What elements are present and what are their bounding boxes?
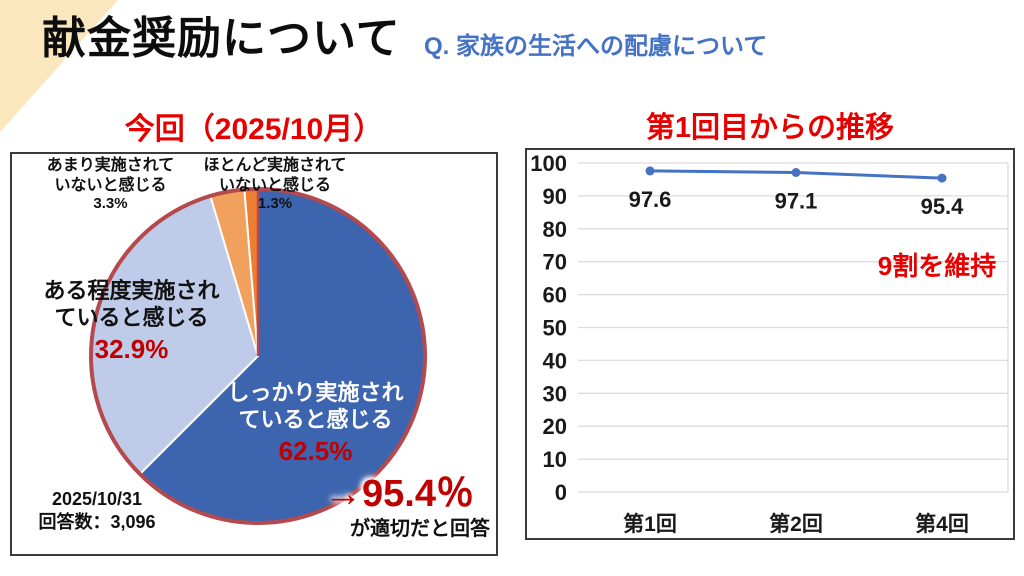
x-category-label: 第1回	[623, 512, 677, 536]
line-chart-panel: 0 10 20 30 40 50 60 70 80 90 100 97.6 第1回 97.1 第2回 95.4…	[525, 148, 1015, 540]
pie-chart-title: 今回（2025/10月）	[124, 113, 384, 146]
y-tick-label: 60	[543, 283, 567, 308]
pie-footnote: 2025/10/31 回答数：3,096	[18, 488, 176, 535]
data-point	[645, 166, 655, 176]
pie-callout-value: →95.4％	[324, 473, 474, 515]
pie-label-hotondo: ほとんど実施されて いないと感じる 1.3%	[180, 156, 370, 213]
y-tick-label: 20	[543, 414, 567, 439]
y-tick-label: 80	[543, 217, 567, 242]
pie-chart-panel: あまり実施されて いないと感じる 3.3% ほとんど実施されて いないと感じる …	[10, 152, 498, 556]
y-tick-label: 90	[543, 184, 567, 209]
data-point	[937, 173, 947, 183]
pie-chart	[89, 187, 427, 525]
pie-label-aruteido-pct: 32.9%	[94, 333, 169, 364]
x-category-label: 第4回	[915, 512, 969, 536]
question-subtitle: Q. 家族の生活への配慮について	[424, 33, 768, 60]
pie-label-hotondo-pct: 1.3%	[257, 195, 293, 213]
y-tick-label: 70	[543, 250, 567, 275]
data-label: 97.6	[629, 187, 672, 212]
survey-date: 2025/10/31	[51, 489, 143, 509]
pie-label-shikkari-text: しっかり実施され ていると感じる	[227, 380, 404, 432]
trend-annotation: 9割を維持	[877, 251, 997, 281]
response-count: 回答数：3,096	[38, 512, 156, 533]
y-tick-label: 30	[543, 381, 567, 406]
y-tick-label: 100	[530, 151, 567, 176]
pie-label-amari: あまり実施されて いないと感じる 3.3%	[28, 156, 193, 213]
pie-label-shikkari: しっかり実施され ていると感じる 62.5%	[218, 380, 413, 467]
y-tick-label: 0	[555, 480, 567, 505]
pie-label-aruteido-text: ある程度実施され ていると感じる	[43, 278, 220, 330]
pie-label-amari-pct: 3.3%	[93, 195, 128, 213]
pie-label-shikkari-pct: 62.5%	[278, 435, 353, 466]
y-tick-label: 40	[543, 348, 567, 373]
pie-callout-caption: が適切だと回答	[350, 518, 490, 540]
pie-label-aruteido: ある程度実施され ていると感じる 32.9%	[34, 278, 229, 365]
slide-title: 献金奨励について	[42, 14, 401, 63]
pie-label-hotondo-text: ほとんど実施されて いないと感じる	[203, 157, 347, 194]
data-label: 95.4	[921, 194, 965, 219]
data-label: 97.1	[775, 189, 818, 214]
y-tick-label: 50	[543, 316, 567, 341]
y-tick-label: 10	[543, 447, 567, 472]
pie-label-amari-text: あまり実施されて いないと感じる	[46, 157, 175, 194]
line-chart-title: 第1回目からの推移	[645, 112, 895, 144]
x-category-label: 第2回	[769, 512, 823, 536]
data-point	[791, 168, 801, 177]
line-chart: 0 10 20 30 40 50 60 70 80 90 100 97.6 第1回 97.1 第2回 95.4…	[530, 151, 1009, 536]
